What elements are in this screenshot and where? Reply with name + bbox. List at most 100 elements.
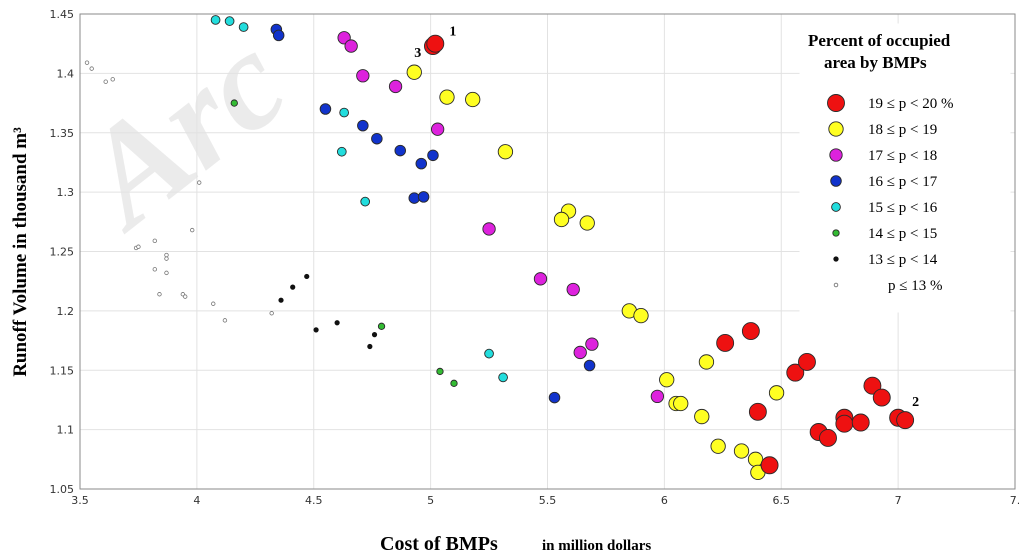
data-point [152, 238, 157, 244]
data-point [482, 222, 496, 236]
legend-entry-label: p ≤ 13 % [888, 278, 942, 294]
legend-marker [829, 148, 843, 162]
legend-entry-label: 13 ≤ p < 14 [868, 252, 938, 268]
data-point [210, 15, 221, 25]
data-point [760, 456, 779, 475]
data-point [371, 332, 378, 338]
data-point [835, 414, 854, 433]
data-point [367, 343, 373, 350]
data-point [439, 89, 455, 105]
legend-title-line2: area by BMPs [824, 53, 927, 72]
data-point [498, 372, 508, 383]
legend-marker [831, 202, 841, 212]
data-point [427, 149, 439, 162]
data-point [484, 348, 494, 359]
data-point [394, 144, 406, 157]
data-point [222, 318, 228, 323]
watermark-text: Arc [47, 3, 314, 259]
data-point [694, 408, 710, 425]
data-point [103, 79, 108, 84]
data-point [579, 215, 595, 231]
data-point [819, 428, 837, 447]
data-point [748, 402, 767, 421]
data-point [533, 272, 548, 286]
point-annotation: 2 [912, 395, 919, 410]
data-point [197, 180, 202, 185]
legend-marker [828, 121, 844, 137]
data-point [238, 22, 249, 32]
y-tick-label: 1.15 [50, 364, 75, 377]
x-tick-label: 6.5 [773, 494, 791, 507]
data-point [583, 359, 596, 372]
x-tick-label: 7 [895, 494, 902, 507]
x-axis-label-main: Cost of BMPs [380, 533, 498, 555]
x-tick-label: 5 [427, 494, 434, 507]
data-point [189, 227, 195, 233]
data-point [436, 367, 444, 376]
x-tick-label: 4 [193, 494, 200, 507]
data-point [465, 91, 481, 108]
legend-entry-label: 19 ≤ p < 20 % [868, 96, 953, 112]
data-point [164, 270, 169, 276]
data-point [164, 252, 169, 258]
data-point [716, 333, 735, 352]
y-axis-label: Runoff Volume in thousand m³ [10, 127, 31, 377]
data-point [786, 363, 805, 382]
x-axis-label-unit: in million dollars [542, 538, 651, 554]
data-point [566, 282, 580, 297]
data-point [230, 99, 238, 107]
data-point [747, 451, 764, 467]
data-point [710, 438, 726, 454]
plot-frame [79, 13, 1016, 490]
data-point [585, 337, 599, 351]
data-point [417, 191, 430, 203]
data-point [450, 379, 458, 387]
point-annotation: 3 [414, 46, 421, 61]
data-point [863, 376, 882, 395]
data-point [388, 79, 403, 94]
data-point [344, 39, 358, 53]
data-point [430, 122, 445, 136]
x-tick-label: 4.5 [305, 494, 323, 507]
y-tick-label: 1.25 [50, 246, 75, 259]
y-tick-label: 1.45 [50, 8, 75, 21]
y-tick-label: 1.05 [50, 483, 75, 496]
data-point [896, 411, 915, 430]
data-point [334, 320, 340, 326]
data-point [304, 273, 310, 280]
legend-entry-label: 17 ≤ p < 18 [868, 148, 937, 164]
y-tick-label: 1.2 [57, 305, 75, 318]
legend-entry-label: 15 ≤ p < 16 [868, 200, 938, 216]
data-point [371, 132, 383, 145]
data-point [313, 327, 319, 333]
data-point [84, 60, 90, 65]
data-point [659, 372, 675, 388]
data-point [377, 322, 386, 330]
legend-entry-label: 16 ≤ p < 17 [868, 174, 938, 190]
data-point [290, 284, 296, 290]
data-point [272, 29, 285, 42]
data-point [497, 144, 514, 160]
y-tick-label: 1.35 [50, 127, 75, 140]
data-point [278, 297, 284, 303]
legend-box [799, 23, 1011, 313]
legend-title-line1: Percent of occupied [808, 31, 951, 50]
data-point [336, 146, 347, 157]
data-point [851, 413, 870, 432]
data-point [211, 301, 216, 306]
x-tick-label: 7. [1010, 494, 1019, 507]
y-tick-label: 1.1 [57, 424, 75, 437]
legend-marker [833, 256, 839, 262]
data-point [110, 77, 115, 82]
legend-marker [833, 282, 839, 288]
legend-entry-label: 14 ≤ p < 15 [868, 226, 937, 242]
data-point [182, 294, 188, 299]
x-tick-label: 6 [661, 494, 668, 507]
data-point [798, 352, 816, 371]
data-point [157, 292, 162, 297]
legend-entry-label: 18 ≤ p < 19 [868, 122, 937, 138]
legend-marker [827, 94, 845, 112]
x-tick-label: 5.5 [539, 494, 557, 507]
data-point [269, 311, 274, 316]
